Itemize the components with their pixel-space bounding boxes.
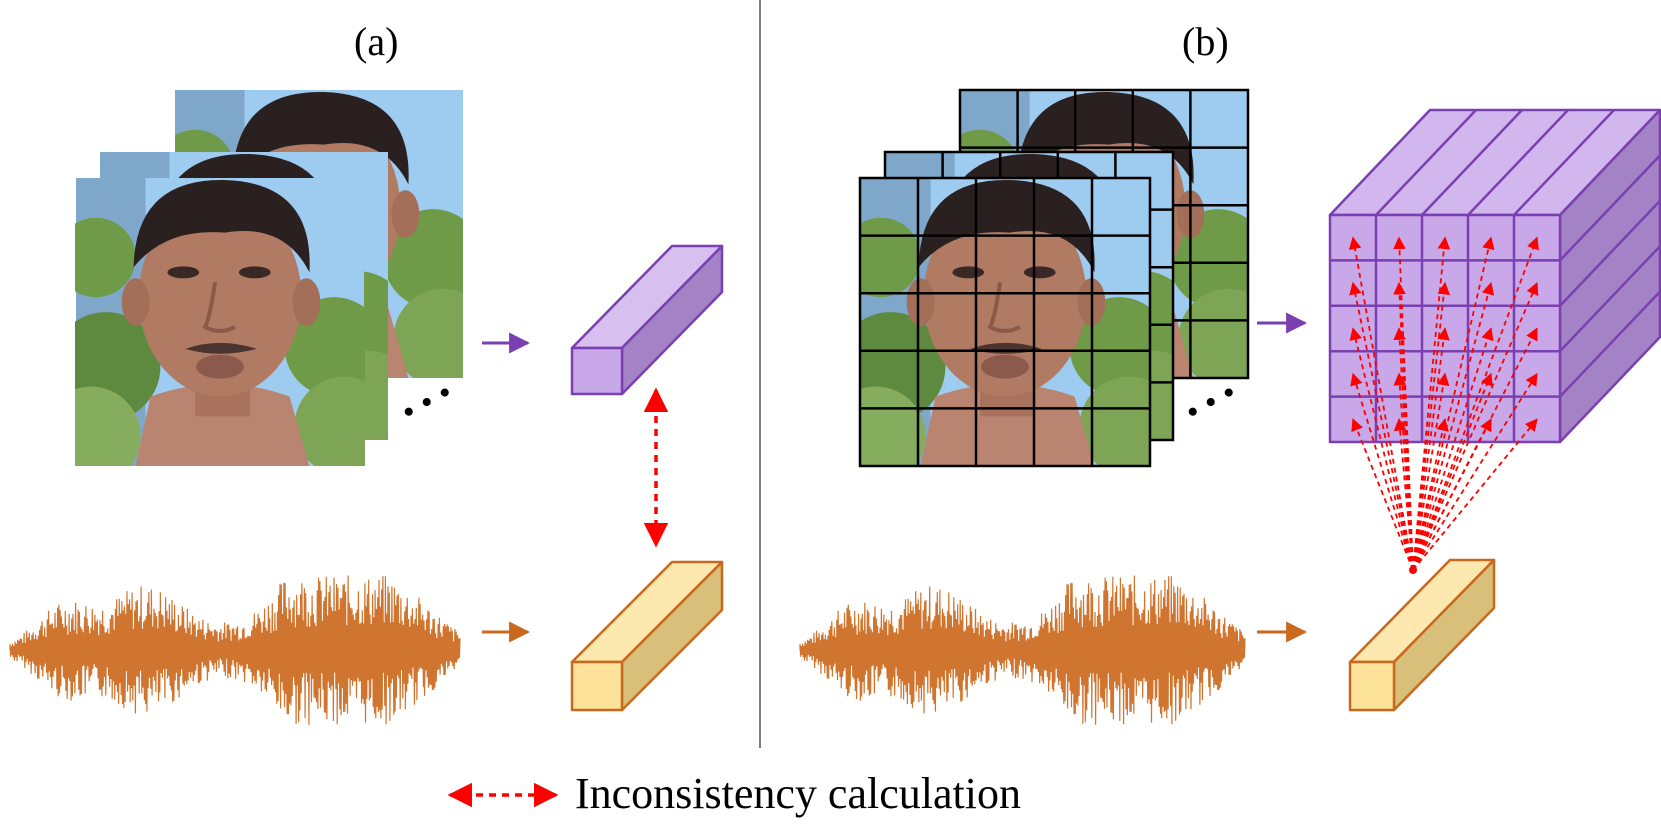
inconsistency-ray xyxy=(1412,372,1538,571)
inconsistency-ray xyxy=(1412,372,1450,571)
visual-feature-volume-b xyxy=(1328,108,1661,444)
inconsistency-ray xyxy=(1412,281,1539,571)
panel-label-b: (b) xyxy=(1182,19,1229,64)
inconsistency-ray xyxy=(1412,236,1495,571)
audio-waveform-a xyxy=(9,575,461,725)
inconsistency-ray xyxy=(1412,327,1538,571)
inconsistency-arrows-b xyxy=(1348,236,1539,574)
inconsistency-ray xyxy=(1412,281,1451,571)
inconsistency-ray xyxy=(1350,372,1414,571)
visual-feature-vector-a xyxy=(570,244,724,396)
inconsistency-ray xyxy=(1351,418,1414,571)
panel-b-video-frames xyxy=(858,88,1250,468)
inconsistency-ray xyxy=(1412,418,1449,571)
ellipsis-a: • • • xyxy=(395,374,459,431)
audio-feature-vector-b xyxy=(1348,558,1496,712)
inconsistency-ray xyxy=(1412,281,1495,571)
panel-label-a: (a) xyxy=(354,19,399,64)
panel-a-video-frames xyxy=(75,90,463,466)
inconsistency-ray xyxy=(1412,418,1538,571)
inconsistency-ray xyxy=(1393,418,1414,571)
inconsistency-ray xyxy=(1412,372,1493,571)
inconsistency-ray xyxy=(1348,236,1414,571)
legend-label: Inconsistency calculation xyxy=(575,769,1021,818)
ellipsis-b: • • • xyxy=(1179,374,1243,431)
inconsistency-ray xyxy=(1393,372,1414,571)
audio-feature-vector-a xyxy=(570,560,724,712)
audio-waveform-b xyxy=(799,575,1246,725)
inconsistency-ray xyxy=(1349,281,1414,571)
video-frame-front xyxy=(75,178,365,466)
inconsistency-ray xyxy=(1412,327,1494,571)
inconsistency-ray xyxy=(1349,327,1414,571)
inconsistency-ray xyxy=(1412,327,1450,571)
